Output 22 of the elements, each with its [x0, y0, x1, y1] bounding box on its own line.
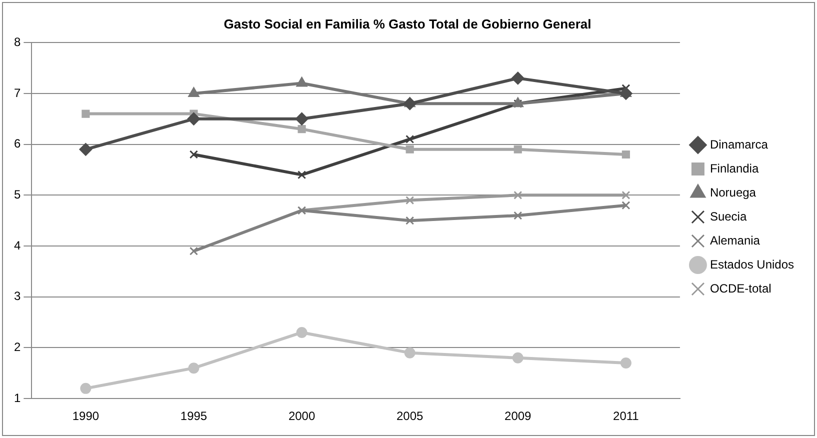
x-tick-label: 1995: [180, 409, 208, 424]
y-tick-label: 1: [14, 390, 21, 405]
legend-label: Dinamarca: [710, 137, 768, 152]
legend-label: Estados Unidos: [710, 257, 794, 272]
chart-title: Gasto Social en Familia % Gasto Total de Gobierno General: [224, 16, 592, 32]
x-tick-label: 2011: [613, 409, 640, 424]
legend-label: Suecia: [710, 209, 747, 224]
x-tick-label: 1990: [72, 409, 100, 424]
y-tick-label: 7: [14, 86, 21, 100]
y-tick-label: 5: [14, 187, 21, 202]
y-tick-label: 3: [14, 289, 21, 304]
legend-label: Finlandia: [710, 161, 759, 176]
y-tick-label: 6: [14, 136, 21, 151]
x-tick-label: 2000: [288, 409, 316, 424]
x-tick-label: 2009: [504, 409, 532, 424]
y-tick-label: 8: [14, 34, 21, 49]
x-tick-label: 2005: [396, 409, 424, 424]
legend-label: Alemania: [710, 233, 760, 248]
y-tick-label: 4: [14, 238, 21, 252]
legend-label: Noruega: [710, 185, 756, 200]
y-tick-label: 2: [14, 340, 21, 354]
legend-label: OCDE-total: [710, 281, 772, 296]
